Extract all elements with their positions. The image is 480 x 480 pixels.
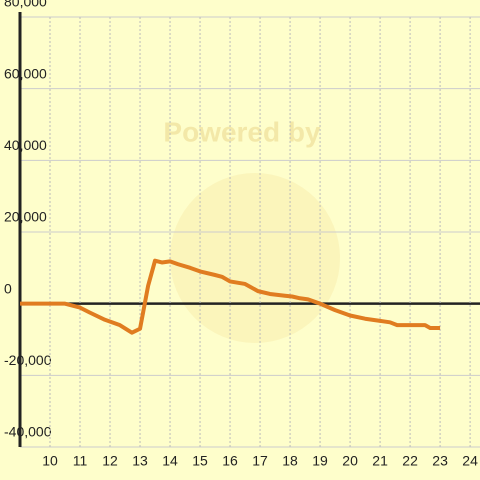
x-tick-label: 14 (162, 453, 178, 469)
x-tick-label: 19 (312, 453, 328, 469)
y-tick-label: -20,000 (4, 352, 52, 368)
x-tick-label: 20 (342, 453, 358, 469)
x-tick-label: 16 (222, 453, 238, 469)
y-tick-label: 80,000 (4, 0, 47, 10)
x-tick-label: 24 (462, 453, 478, 469)
x-tick-label: 18 (282, 453, 298, 469)
x-tick-label: 22 (402, 453, 418, 469)
x-tick-label: 17 (252, 453, 268, 469)
y-tick-label: -40,000 (4, 424, 52, 440)
line (20, 258, 441, 335)
y-tick-label: 60,000 (4, 65, 47, 81)
x-tick-label: 23 (432, 453, 448, 469)
y-tick-label: 0 (4, 280, 12, 296)
y-tick-label: 20,000 (4, 209, 47, 225)
x-tick-label: 21 (372, 453, 388, 469)
y-tick-label: 40,000 (4, 137, 47, 153)
x-tick-label: 12 (102, 453, 118, 469)
x-tick-label: 10 (42, 453, 58, 469)
watermark-logo (170, 173, 340, 343)
x-tick-label: 11 (73, 453, 88, 469)
watermark: Powered by (163, 116, 321, 147)
x-tick-label: 13 (132, 453, 148, 469)
x-tick-label: 15 (192, 453, 208, 469)
